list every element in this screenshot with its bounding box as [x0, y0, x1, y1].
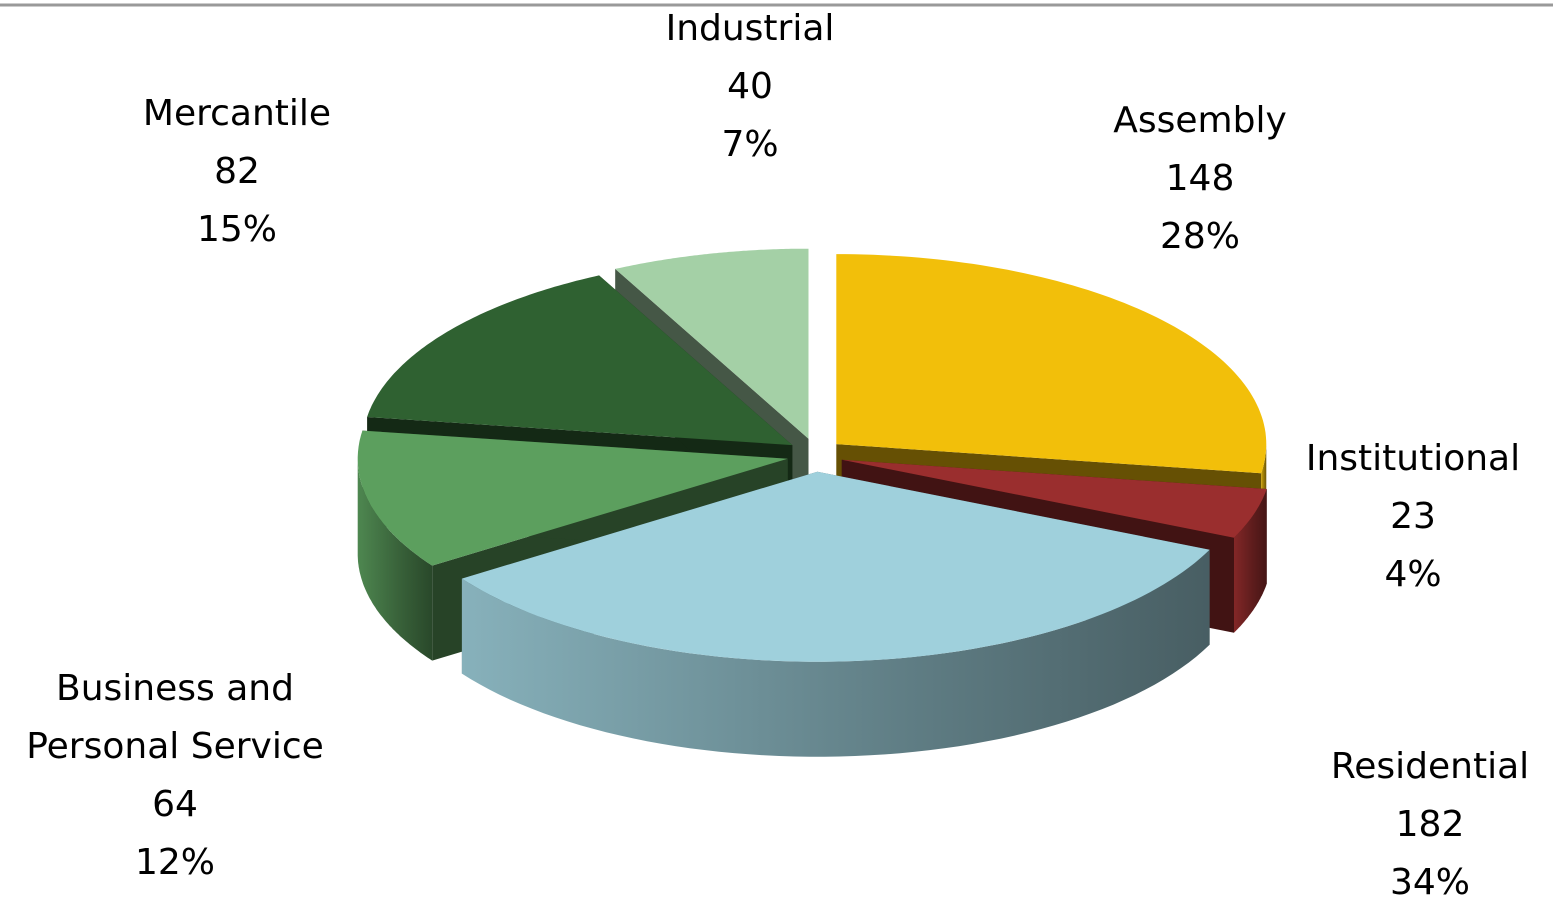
slice-wall [461, 549, 1210, 757]
label-value: 148 [1165, 158, 1235, 199]
label-name: Institutional [1305, 438, 1521, 479]
slice [357, 430, 788, 566]
label-value: 40 [727, 66, 773, 107]
label-percent: 15% [196, 209, 277, 250]
slice-label: Institutional 23 4% [1263, 430, 1553, 604]
slice [461, 471, 1210, 662]
slice-label: Residential 182 34% [1280, 738, 1553, 912]
label-name: Assembly [1113, 100, 1287, 141]
label-percent: 12% [134, 842, 215, 883]
slice [367, 275, 793, 446]
label-value: 82 [214, 151, 260, 192]
label-value: 23 [1390, 496, 1436, 537]
slice-label: Assembly 148 28% [1050, 92, 1350, 266]
slice-label: Business and Personal Service 64 12% [5, 660, 345, 892]
slice-label: Industrial 40 7% [600, 0, 900, 174]
label-percent: 28% [1159, 216, 1240, 257]
slice [836, 254, 1267, 474]
label-name: Industrial [665, 8, 835, 49]
slice [615, 248, 809, 439]
label-percent: 34% [1389, 862, 1470, 903]
slice [841, 459, 1267, 538]
label-value: 64 [152, 784, 198, 825]
slice-wall [357, 458, 433, 661]
label-name: Mercantile [142, 93, 332, 134]
label-value: 182 [1395, 804, 1465, 845]
label-name: Residential [1330, 746, 1530, 787]
slice-wall [1234, 489, 1267, 633]
label-name: Business and Personal Service [26, 668, 324, 767]
label-percent: 4% [1384, 554, 1442, 595]
label-percent: 7% [721, 124, 779, 165]
slice-label: Mercantile 82 15% [87, 85, 387, 259]
